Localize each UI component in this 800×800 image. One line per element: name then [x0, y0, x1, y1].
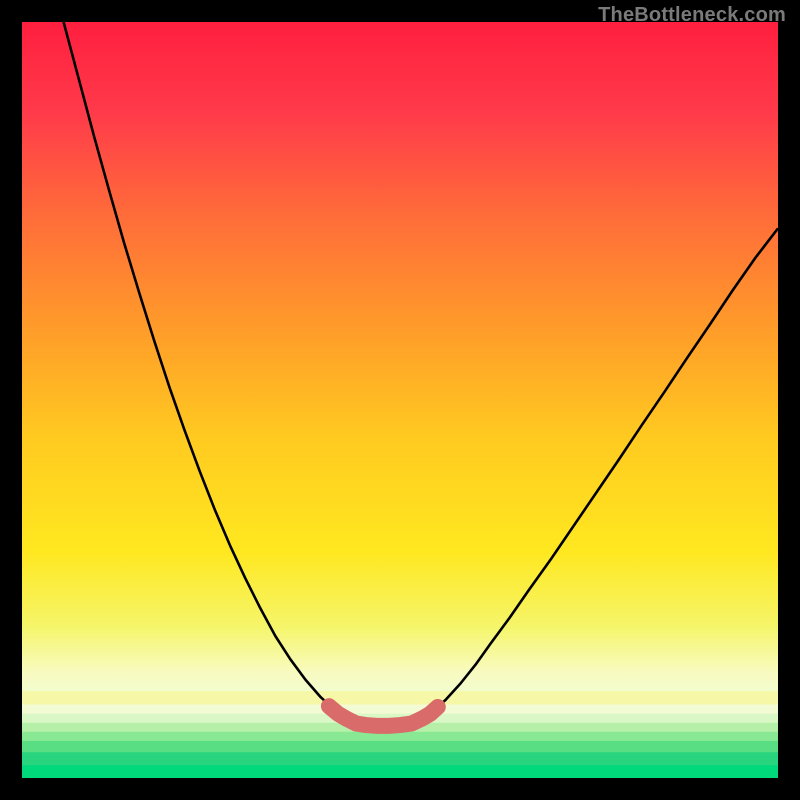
watermark-text: TheBottleneck.com	[598, 4, 786, 27]
color-band	[22, 765, 778, 778]
color-band	[22, 752, 778, 765]
color-band	[22, 741, 778, 752]
chart-background	[22, 22, 778, 778]
color-band	[22, 691, 778, 705]
chart-container: TheBottleneck.com	[0, 0, 800, 800]
color-band	[22, 705, 778, 714]
color-band	[22, 732, 778, 741]
bottleneck-chart	[0, 0, 800, 800]
